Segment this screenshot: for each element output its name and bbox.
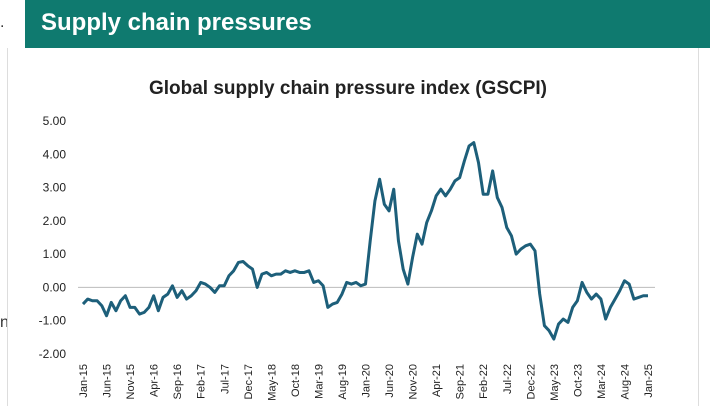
- chart-title: Global supply chain pressure index (GSCP…: [149, 78, 547, 99]
- x-tick-label: Feb-17: [196, 364, 208, 399]
- x-tick-label: May-18: [266, 364, 278, 401]
- x-tick-label: Jan-25: [643, 364, 655, 398]
- edge-fragment: .: [0, 14, 5, 31]
- x-tick-label: Mar-24: [596, 364, 608, 399]
- x-tick-label: Oct-23: [572, 364, 584, 397]
- x-tick-label: Nov-20: [408, 364, 420, 399]
- x-tick-label: Jun-20: [384, 364, 396, 398]
- line-series: [81, 141, 648, 341]
- y-tick-label: -1.00: [39, 314, 67, 328]
- x-tick-label: Sep-21: [455, 364, 467, 399]
- y-tick-label: 2.00: [43, 214, 67, 228]
- y-tick-label: 1.00: [43, 247, 67, 261]
- card-frame: [7, 48, 699, 406]
- x-tick-label: Apr-21: [431, 364, 443, 397]
- x-tick-label: Apr-16: [149, 364, 161, 397]
- x-tick-label: Aug-24: [619, 364, 631, 399]
- x-tick-label: Jul-17: [219, 364, 231, 394]
- x-tick-label: Jan-20: [361, 364, 373, 398]
- y-tick-label: 0.00: [43, 280, 67, 294]
- header-bar: Supply chain pressures: [25, 0, 710, 48]
- y-tick-label: -2.00: [39, 347, 67, 361]
- edge-fragment: n: [0, 314, 9, 331]
- x-tick-label: Sep-16: [172, 364, 184, 399]
- x-tick-label: Dec-17: [243, 364, 255, 399]
- x-tick-label: Jun-15: [102, 364, 114, 398]
- x-tick-label: Mar-19: [313, 364, 325, 399]
- y-tick-label: 3.00: [43, 181, 67, 195]
- x-tick-label: Dec-22: [525, 364, 537, 399]
- x-tick-label: Nov-15: [125, 364, 137, 399]
- x-tick-label: May-23: [549, 364, 561, 401]
- header-title: Supply chain pressures: [41, 9, 312, 36]
- x-tick-label: Aug-19: [337, 364, 349, 399]
- x-tick-label: Oct-18: [290, 364, 302, 397]
- y-tick-label: 4.00: [43, 147, 67, 161]
- x-tick-label: Feb-22: [478, 364, 490, 399]
- y-tick-label: 5.00: [43, 114, 67, 128]
- x-tick-label: Jul-22: [502, 364, 514, 394]
- x-tick-label: Jan-15: [78, 364, 90, 398]
